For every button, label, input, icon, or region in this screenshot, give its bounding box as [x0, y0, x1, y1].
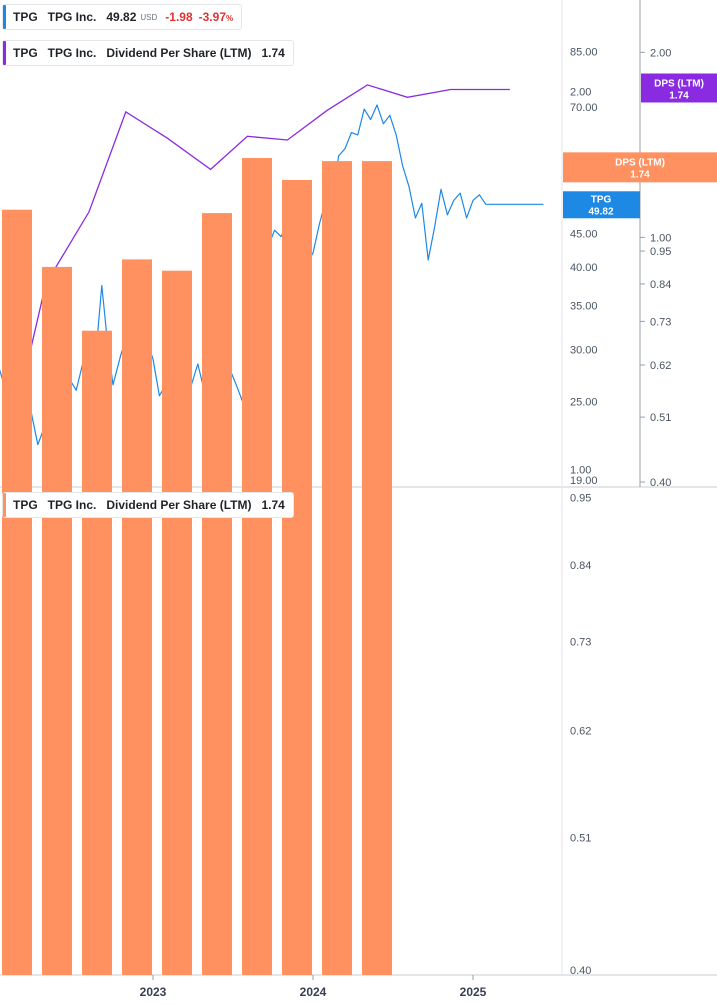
price-axis-tick-label: 25.00	[570, 397, 598, 409]
dps-bar	[242, 158, 272, 975]
dps-last-badge	[641, 73, 717, 103]
dps-axis-tick-label: 0.40	[650, 477, 671, 489]
bar-axis-tick-label: 0.40	[570, 965, 591, 977]
bar-axis-tick-label: 0.95	[570, 493, 591, 505]
legend-dps-marker	[3, 41, 6, 65]
time-axis-tick-label: 2025	[460, 985, 487, 999]
legend-company: TPG Inc.	[47, 10, 97, 24]
bar-axis-tick-label: 1.00	[570, 465, 591, 477]
dps-axis-tick-label: 1.00	[650, 232, 671, 244]
dps-line	[5, 84, 510, 457]
price-axis-tick-label: 70.00	[570, 102, 598, 114]
bar-last-badge-value: 1.74	[630, 169, 650, 180]
time-axis-tick-label: 2023	[140, 985, 167, 999]
dps-bar	[322, 161, 352, 976]
legend-metric: Dividend Per Share (LTM)	[106, 498, 252, 512]
dps-bar	[162, 270, 192, 975]
legend-metric: Dividend Per Share (LTM)	[106, 46, 252, 60]
bar-last-badge-label: DPS (LTM)	[615, 157, 665, 168]
legend-dps-top[interactable]: TPG TPG Inc. Dividend Per Share (LTM) 1.…	[2, 40, 294, 66]
legend-currency: USD	[140, 12, 158, 22]
legend-price-value: 49.82	[106, 10, 137, 24]
price-axis-tick-label: 45.00	[570, 228, 598, 240]
dps-axis-tick-label: 0.62	[650, 360, 671, 372]
price-axis-tick-label: 35.00	[570, 300, 598, 312]
bar-axis-tick-label: 0.73	[570, 637, 591, 649]
dps-bar	[362, 161, 392, 976]
bar-axis-tick-label: 0.84	[570, 560, 591, 572]
dps-axis-tick-label: 0.84	[650, 279, 671, 291]
dps-axis-tick-label: 0.73	[650, 316, 671, 328]
bar-axis-tick-label: 0.51	[570, 832, 591, 844]
legend-ticker: TPG	[13, 46, 38, 60]
legend-value: 1.74	[261, 46, 285, 60]
price-last-badge	[563, 191, 640, 219]
dps-axis-tick-label: 0.95	[650, 246, 671, 258]
dps-bar	[42, 266, 72, 975]
price-last-badge-value: 49.82	[588, 206, 613, 217]
dps-bar	[282, 180, 312, 975]
dps-bar	[202, 213, 232, 976]
dps-bar	[122, 259, 152, 975]
dps-axis-tick-label: 2.00	[650, 47, 671, 59]
price-axis-tick-label: 30.00	[570, 344, 598, 356]
dps-last-badge-label: DPS (LTM)	[654, 78, 704, 89]
legend-ticker: TPG	[13, 498, 38, 512]
price-axis-tick-label: 85.00	[570, 46, 598, 58]
legend-dps-bar-marker	[3, 493, 6, 517]
legend-company: TPG Inc.	[47, 46, 97, 60]
dps-axis-tick-label: 0.51	[650, 412, 671, 424]
dps-bar	[2, 209, 32, 975]
legend-price[interactable]: TPG TPG Inc. 49.82 USD -1.98 -3.97%	[2, 4, 243, 30]
dps-last-badge-value: 1.74	[669, 90, 689, 101]
legend-change: -1.98	[165, 10, 193, 24]
price-last-badge-label: TPG	[591, 194, 612, 205]
time-axis-tick-label: 2024	[300, 985, 327, 999]
legend-dps-bottom[interactable]: TPG TPG Inc. Dividend Per Share (LTM) 1.…	[2, 492, 294, 518]
legend-change-pct: -3.97%	[198, 10, 234, 24]
bar-last-badge	[563, 152, 717, 183]
price-axis-tick-label: 40.00	[570, 262, 598, 274]
dps-bar	[82, 330, 112, 975]
bar-axis-tick-label: 2.00	[570, 86, 591, 98]
price-axis-tick-label: 19.00	[570, 475, 598, 487]
legend-ticker: TPG	[13, 10, 38, 24]
legend-value: 1.74	[261, 498, 285, 512]
bar-axis-tick-label: 0.62	[570, 726, 591, 738]
legend-company: TPG Inc.	[47, 498, 97, 512]
legend-price-marker	[3, 5, 6, 29]
